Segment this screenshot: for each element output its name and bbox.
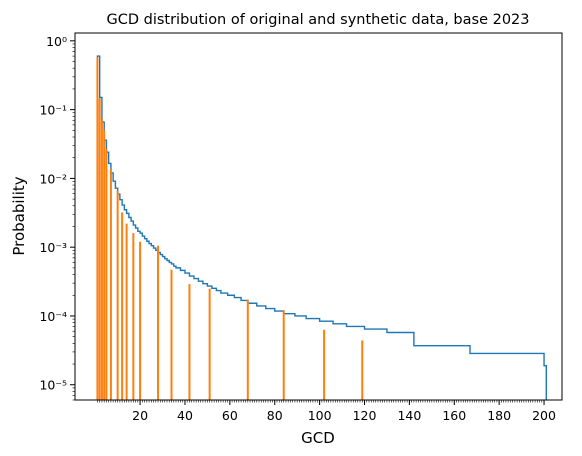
x-tick-label: 60 <box>222 408 238 423</box>
y-tick-label: 10⁻³ <box>39 240 67 255</box>
x-tick-label: 120 <box>353 408 377 423</box>
y-tick-label: 10⁰ <box>46 34 67 49</box>
plot-frame <box>74 32 563 401</box>
x-tick-label: 160 <box>442 408 466 423</box>
plot-area <box>96 55 547 400</box>
x-tick-label: 80 <box>267 408 283 423</box>
x-tick-label: 140 <box>397 408 421 423</box>
chart-title: GCD distribution of original and synthet… <box>106 12 529 28</box>
x-axis-label: GCD <box>301 429 335 447</box>
y-axis-label: Probability <box>10 176 28 255</box>
x-tick-label: 180 <box>487 408 511 423</box>
y-tick-label: 10⁻⁵ <box>39 378 67 393</box>
x-tick-label: 40 <box>177 408 193 423</box>
y-axis-ticks: 10⁰ 10⁻¹ 10⁻² 10⁻³ 10⁻⁴ 10⁻⁵ <box>39 34 75 401</box>
x-tick-label: 20 <box>132 408 148 423</box>
y-tick-label: 10⁻¹ <box>39 103 67 118</box>
x-tick-label: 200 <box>532 408 556 423</box>
x-tick-label: 100 <box>308 408 332 423</box>
y-tick-label: 10⁻⁴ <box>39 309 67 324</box>
y-tick-label: 10⁻² <box>39 171 67 186</box>
x-axis-ticks: 20 40 60 80 100 120 140 160 180 200 <box>97 400 556 423</box>
series-step-line <box>96 55 547 400</box>
